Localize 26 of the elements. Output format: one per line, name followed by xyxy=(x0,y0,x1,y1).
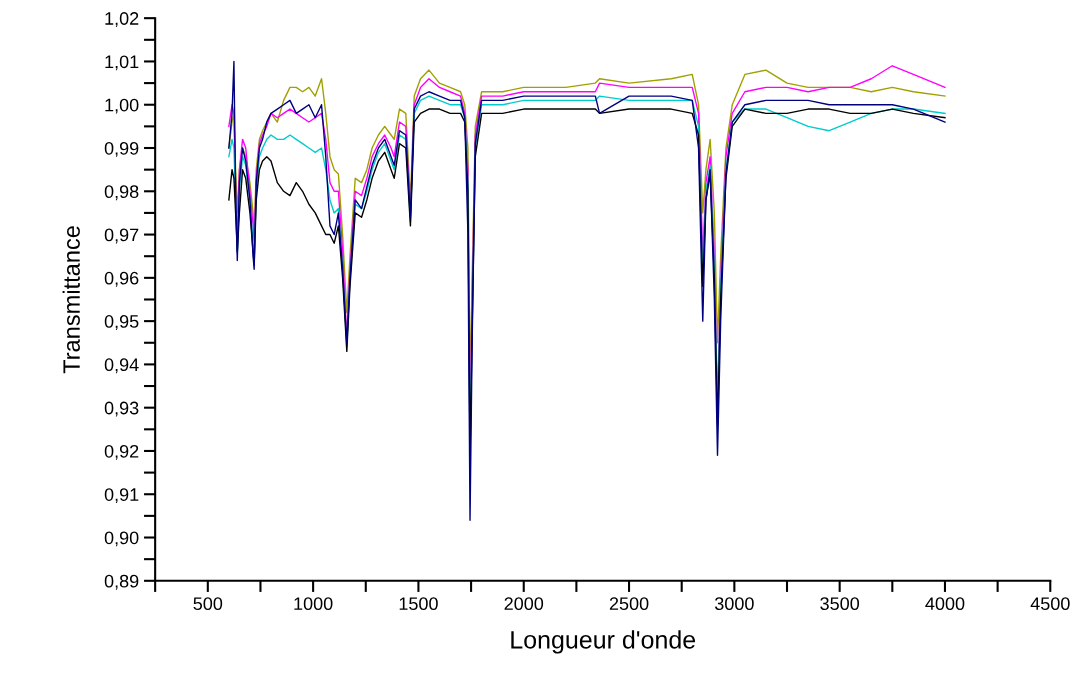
y-tick-label: 0,90 xyxy=(104,531,139,547)
y-tick-label: 1,01 xyxy=(105,55,139,71)
x-axis-title: Longueur d'onde xyxy=(511,630,696,654)
y-tick-label: 0,96 xyxy=(104,271,139,287)
x-tick-label: 1000 xyxy=(294,597,333,611)
x-tick-label: 500 xyxy=(193,597,223,611)
x-tick-label: 3500 xyxy=(820,597,860,611)
x-tick-label: 2000 xyxy=(504,597,544,611)
y-tick-label: 0,94 xyxy=(104,358,139,374)
y-tick-label: 0,91 xyxy=(104,488,139,504)
y-tick-label: 0,97 xyxy=(104,228,139,244)
y-tick-label: 1,00 xyxy=(105,98,139,114)
line-series xyxy=(228,60,946,521)
y-tick-label: 0,89 xyxy=(104,574,139,590)
x-tick-label: 3000 xyxy=(714,597,754,611)
y-tick-label: 0,93 xyxy=(104,401,139,417)
y-tick-label: 0,99 xyxy=(104,141,139,157)
x-tick-label: 1500 xyxy=(399,597,438,611)
y-tick-label: 0,95 xyxy=(104,315,139,330)
y-tick-label: 0,98 xyxy=(104,185,139,201)
x-tick-label: 4500 xyxy=(1030,597,1070,611)
y-tick-label: 0,92 xyxy=(104,444,139,460)
y-tick-label: 1,02 xyxy=(105,12,139,28)
x-tick-label: 4000 xyxy=(925,597,965,611)
x-tick-label: 2500 xyxy=(609,597,649,611)
y-axis-title: Transmittance xyxy=(62,226,80,374)
